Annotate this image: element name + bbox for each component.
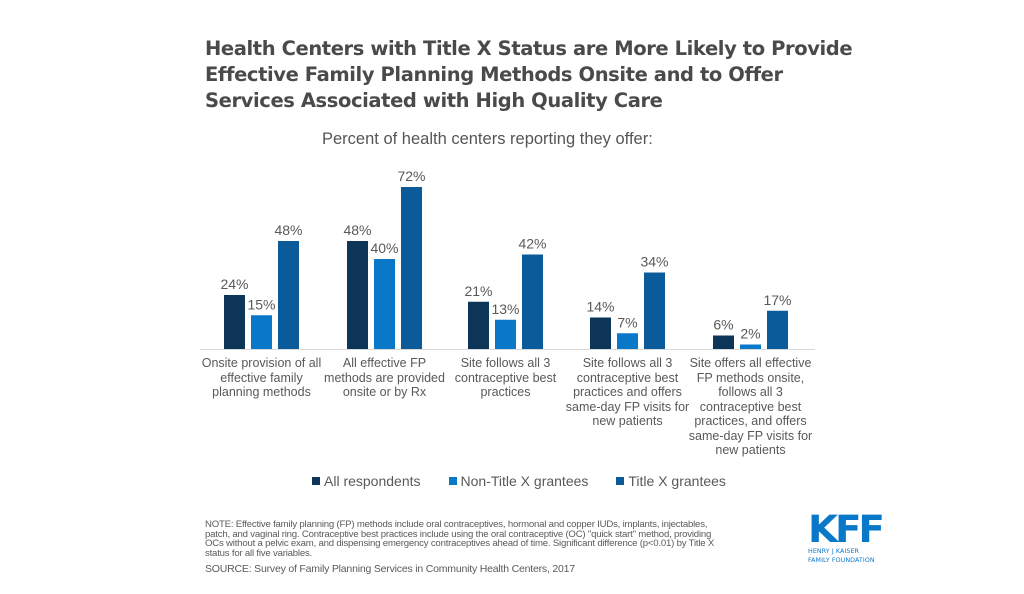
logo-mark: KFF <box>808 508 885 551</box>
bar <box>401 187 422 349</box>
category-label-line: practices and offers <box>573 385 682 399</box>
legend-swatch <box>448 477 457 485</box>
data-label: 40% <box>370 240 398 256</box>
category-label-line: Onsite provision of all <box>201 356 322 370</box>
data-label: 42% <box>518 236 546 252</box>
note-text: NOTE: Effective family planning (FP) met… <box>205 520 805 558</box>
bar <box>251 315 272 349</box>
category-label-line: new patients <box>715 443 786 457</box>
bar <box>224 295 245 349</box>
category-label-line: contraceptive best <box>576 370 679 385</box>
note-line: NOTE: Effective family planning (FP) met… <box>205 519 708 530</box>
bar <box>347 241 368 349</box>
legend-item: Non-Title X grantees <box>448 473 589 489</box>
title-line: Effective Family Planning Methods Onsite… <box>205 63 783 86</box>
data-label: 24% <box>220 276 248 292</box>
data-label: 13% <box>491 301 519 317</box>
bar <box>590 317 611 349</box>
data-label: 48% <box>274 222 302 238</box>
category-label-line: practices, and offers <box>694 414 807 428</box>
bar <box>522 254 543 349</box>
logo-subtext-2: FAMILY FOUNDATION <box>808 556 875 564</box>
category-label-line: effective family <box>220 370 303 385</box>
note-line: OCs without a pelvic exam, and dispensin… <box>205 538 715 550</box>
category-label-line: same-day FP visits for <box>565 399 690 414</box>
category-label-line: practices <box>480 385 531 399</box>
legend-item: All respondents <box>312 473 421 489</box>
legend-swatch <box>616 477 625 485</box>
data-label: 2% <box>740 326 760 342</box>
data-label: 6% <box>713 317 733 333</box>
legend-label: All respondents <box>324 473 421 489</box>
category-label-line: Site offers all effective <box>689 356 812 370</box>
chart-title: Health Centers with Title X Status are M… <box>205 36 853 114</box>
data-label: 14% <box>586 299 614 315</box>
legend-label: Title X grantees <box>628 473 726 489</box>
legend: All respondents Non-Title X grantees Title… <box>312 473 726 489</box>
category-label: All effective FP methods are provided onsi… <box>320 356 450 400</box>
data-label: 15% <box>247 296 275 312</box>
data-label: 72% <box>397 168 425 184</box>
chart-subtitle: Percent of health centers reporting they… <box>322 130 653 148</box>
note-line: patch, and vaginal ring. Contraceptive b… <box>205 528 712 540</box>
note-line: status for all five variables. <box>205 547 313 559</box>
bar <box>644 272 665 349</box>
category-label: Onsite provision of all effective family p… <box>197 356 327 400</box>
category-label-line: planning methods <box>212 385 311 399</box>
category-label: Site offers all effective FP methods onsi… <box>686 356 816 458</box>
bar <box>740 344 761 349</box>
data-label: 7% <box>617 314 637 330</box>
category-label: Site follows all 3 contraceptive best prac… <box>441 356 571 400</box>
category-label-line: All effective FP <box>342 356 427 370</box>
category-label-line: Site follows all 3 <box>582 356 673 370</box>
kff-logo: KFF HENRY J KAISER FAMILY FOUNDATION <box>808 511 888 564</box>
data-label: 17% <box>763 292 791 308</box>
title-line: Health Centers with Title X Status are M… <box>205 37 853 60</box>
logo-subtext-1: HENRY J KAISER <box>808 548 860 555</box>
bar <box>713 335 734 349</box>
bar <box>617 333 638 349</box>
category-label-line: follows all 3 <box>718 385 783 399</box>
category-label-line: same-day FP visits for <box>688 428 813 443</box>
bar <box>767 310 788 349</box>
data-label: 21% <box>464 283 492 299</box>
source-text: SOURCE: Survey of Family Planning Servic… <box>205 563 575 575</box>
category-label-line: contraceptive best <box>454 370 557 385</box>
category-label-line: methods are provided <box>324 370 445 385</box>
title-line: Services Associated with High Quality Ca… <box>205 89 663 112</box>
data-label: 34% <box>640 254 668 270</box>
category-label-line: contraceptive best <box>699 399 802 414</box>
legend-swatch <box>312 477 320 485</box>
bar <box>374 259 395 349</box>
category-label-line: FP methods onsite, <box>696 370 805 385</box>
category-label-line: Site follows all 3 <box>460 356 551 370</box>
legend-label: Non-Title X grantees <box>460 473 589 489</box>
bar <box>468 301 489 349</box>
category-label-line: new patients <box>592 414 663 428</box>
data-label: 48% <box>343 222 371 238</box>
category-label-line: onsite or by Rx <box>342 385 427 399</box>
category-label: Site follows all 3 contraceptive best prac… <box>563 356 693 429</box>
bar <box>495 319 516 349</box>
legend-item: Title X grantees <box>616 473 726 489</box>
bar <box>278 241 299 349</box>
